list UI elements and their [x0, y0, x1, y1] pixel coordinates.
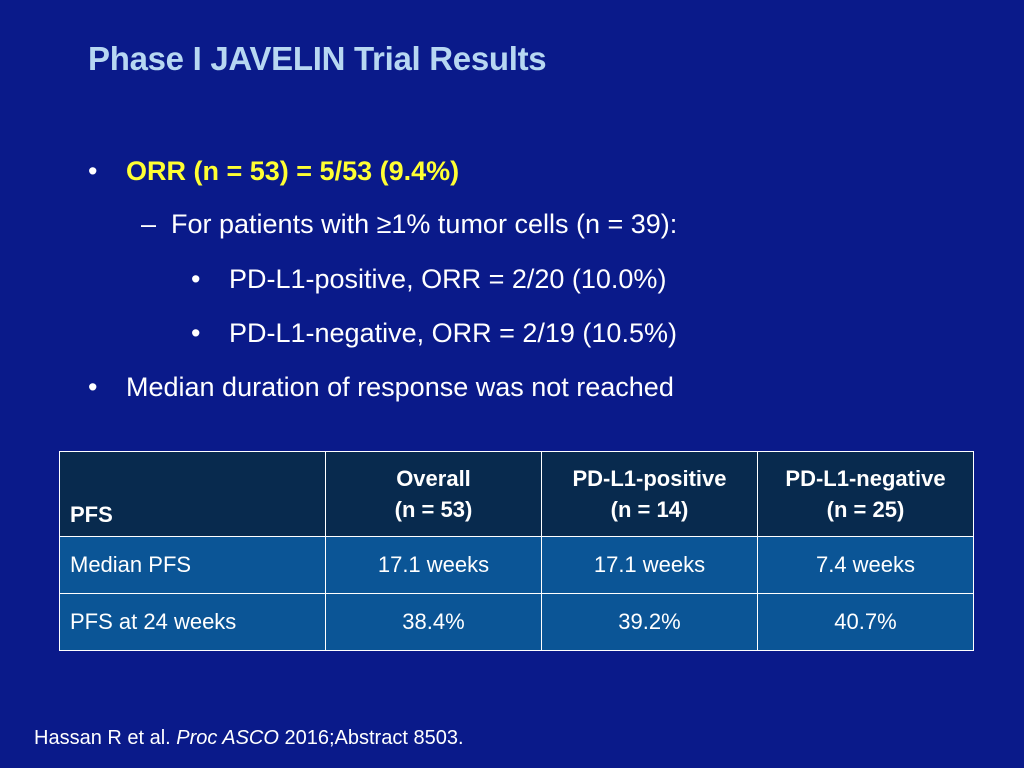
citation: Hassan R et al. Proc ASCO 2016;Abstract … [34, 727, 464, 750]
bullet-duration-text: Median duration of response was not reac… [126, 372, 674, 402]
bullet-subgroup-text: For patients with ≥1% tumor cells (n = 3… [171, 209, 678, 239]
bullet-orr-text: ORR (n = 53) = 5/53 (9.4%) [126, 156, 460, 186]
bullet-marker: • [88, 372, 98, 402]
table-cell: 17.1 weeks [541, 536, 758, 594]
column-header-label: PD-L1-positive [572, 466, 727, 491]
bullet-orr: • ORR (n = 53) = 5/53 (9.4%) [88, 156, 460, 187]
column-header-n: (n = 14) [610, 497, 689, 522]
table-cell: 17.1 weeks [325, 536, 542, 594]
table-header-row: PFS Overall (n = 53) PD-L1-positive (n =… [59, 451, 974, 537]
table-cell: 38.4% [325, 593, 542, 651]
column-header-n: (n = 25) [826, 497, 905, 522]
column-header-label: Overall [396, 466, 471, 491]
table-row: PFS at 24 weeks 38.4% 39.2% 40.7% [59, 593, 974, 651]
bullet-subgroup: – For patients with ≥1% tumor cells (n =… [141, 209, 678, 240]
column-header-n: (n = 53) [394, 497, 473, 522]
dash-marker: – [141, 209, 157, 239]
bullet-marker: • [88, 156, 98, 186]
column-header-positive: PD-L1-positive (n = 14) [541, 451, 758, 537]
bullet-marker: • [191, 318, 201, 348]
bullet-negative: • PD-L1-negative, ORR = 2/19 (10.5%) [191, 318, 677, 349]
table-cell: 39.2% [541, 593, 758, 651]
citation-detail: 2016;Abstract 8503. [284, 727, 464, 749]
table-cell: 7.4 weeks [757, 536, 974, 594]
pfs-table: PFS Overall (n = 53) PD-L1-positive (n =… [59, 451, 974, 651]
bullet-positive-text: PD-L1-positive, ORR = 2/20 (10.0%) [229, 264, 667, 294]
column-header-negative: PD-L1-negative (n = 25) [757, 451, 974, 537]
table-corner-header: PFS [59, 451, 326, 537]
bullet-positive: • PD-L1-positive, ORR = 2/20 (10.0%) [191, 264, 667, 295]
bullet-negative-text: PD-L1-negative, ORR = 2/19 (10.5%) [229, 318, 677, 348]
slide-title: Phase I JAVELIN Trial Results [88, 40, 547, 77]
table-cell: 40.7% [757, 593, 974, 651]
column-header-overall: Overall (n = 53) [325, 451, 542, 537]
column-header-label: PD-L1-negative [785, 466, 946, 491]
bullet-marker: • [191, 264, 201, 294]
row-label: PFS at 24 weeks [59, 593, 326, 651]
citation-authors: Hassan R et al. [34, 727, 171, 749]
table-row: Median PFS 17.1 weeks 17.1 weeks 7.4 wee… [59, 536, 974, 594]
citation-journal: Proc ASCO [176, 727, 279, 749]
row-label: Median PFS [59, 536, 326, 594]
bullet-duration: • Median duration of response was not re… [88, 372, 674, 403]
